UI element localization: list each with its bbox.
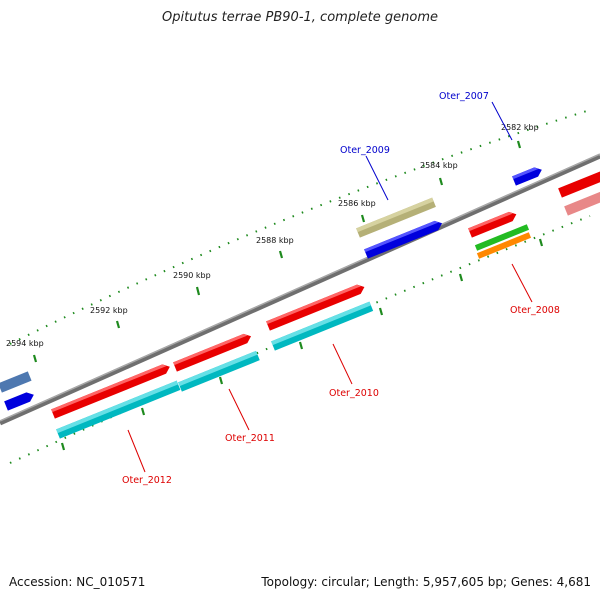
gene-oter-2008a (468, 211, 517, 238)
gene-oter-2011-cyan (178, 350, 260, 392)
gene-oter-2010-cyan (271, 301, 374, 351)
major-ticks-outer (32, 140, 522, 363)
gene-label-oter-2007: Oter_2007 (439, 91, 489, 102)
kbp-label-2592: 2592 kbp (90, 306, 128, 315)
kbp-label-2582: 2582 kbp (501, 123, 539, 132)
kbp-label-2590: 2590 kbp (173, 271, 211, 280)
gene-right-red (558, 170, 600, 198)
gene-oter-2007 (512, 167, 542, 186)
gene-right-pink (564, 189, 600, 216)
outer-tick-ring (9, 109, 591, 345)
gene-oter-2012 (51, 364, 170, 419)
major-ticks-inner (60, 238, 544, 451)
gene-oter-2009-cog (364, 220, 443, 259)
gene-label-oter-2012: Oter_2012 (122, 475, 172, 486)
kbp-label-2584: 2584 kbp (420, 161, 458, 170)
gene-label-oter-2010: Oter_2010 (329, 388, 379, 399)
gene-left-steel (0, 371, 32, 393)
gene-label-oter-2011: Oter_2011 (225, 433, 275, 444)
map-title: Opitutus terrae PB90-1, complete genome (161, 10, 439, 25)
gene-oter-2008b (474, 224, 530, 251)
kbp-label-2588: 2588 kbp (256, 236, 294, 245)
gene-label-oter-2008: Oter_2008 (510, 305, 560, 316)
kbp-label-2594: 2594 kbp (6, 339, 44, 348)
gene-left-blue (4, 392, 34, 411)
kbp-label-2586: 2586 kbp (338, 199, 376, 208)
gene-oter-2010 (266, 284, 365, 331)
gene-label-oter-2009: Oter_2009 (340, 145, 390, 156)
gene-oter-2011 (173, 333, 252, 372)
gene-oter-2009 (356, 197, 436, 238)
gene-oter-2012-cyan (56, 380, 181, 439)
genome-backbone (0, 153, 600, 426)
accession-text: Accession: NC_010571 (9, 575, 146, 589)
genome-summary-text: Topology: circular; Length: 5,957,605 bp… (261, 575, 591, 589)
gene-oter-2008c (476, 232, 532, 259)
